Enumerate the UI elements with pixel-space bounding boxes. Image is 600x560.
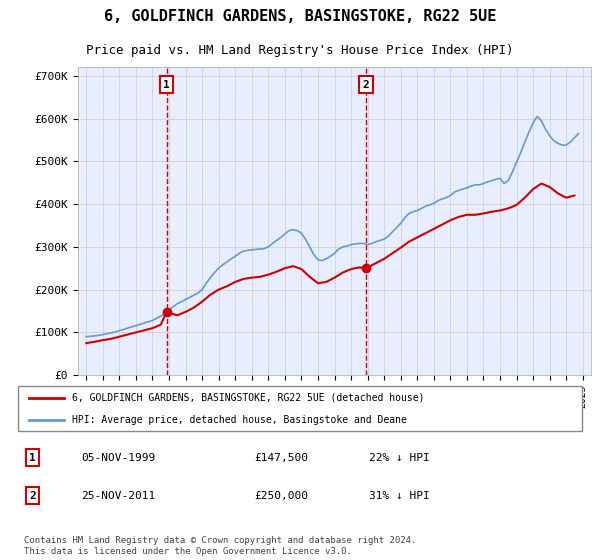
Text: 31% ↓ HPI: 31% ↓ HPI bbox=[369, 491, 430, 501]
Text: 2: 2 bbox=[29, 491, 36, 501]
Text: 6, GOLDFINCH GARDENS, BASINGSTOKE, RG22 5UE (detached house): 6, GOLDFINCH GARDENS, BASINGSTOKE, RG22 … bbox=[73, 393, 425, 403]
FancyBboxPatch shape bbox=[18, 386, 582, 431]
Text: HPI: Average price, detached house, Basingstoke and Deane: HPI: Average price, detached house, Basi… bbox=[73, 415, 407, 425]
Text: 22% ↓ HPI: 22% ↓ HPI bbox=[369, 453, 430, 463]
Text: £147,500: £147,500 bbox=[254, 453, 308, 463]
Text: 05-NOV-1999: 05-NOV-1999 bbox=[81, 453, 155, 463]
Text: Contains HM Land Registry data © Crown copyright and database right 2024.
This d: Contains HM Land Registry data © Crown c… bbox=[23, 536, 416, 556]
Text: 1: 1 bbox=[29, 453, 36, 463]
Text: 1: 1 bbox=[163, 80, 170, 90]
Text: 6, GOLDFINCH GARDENS, BASINGSTOKE, RG22 5UE: 6, GOLDFINCH GARDENS, BASINGSTOKE, RG22 … bbox=[104, 10, 496, 24]
Text: 2: 2 bbox=[362, 80, 370, 90]
Text: Price paid vs. HM Land Registry's House Price Index (HPI): Price paid vs. HM Land Registry's House … bbox=[86, 44, 514, 57]
Text: 25-NOV-2011: 25-NOV-2011 bbox=[81, 491, 155, 501]
Text: £250,000: £250,000 bbox=[254, 491, 308, 501]
